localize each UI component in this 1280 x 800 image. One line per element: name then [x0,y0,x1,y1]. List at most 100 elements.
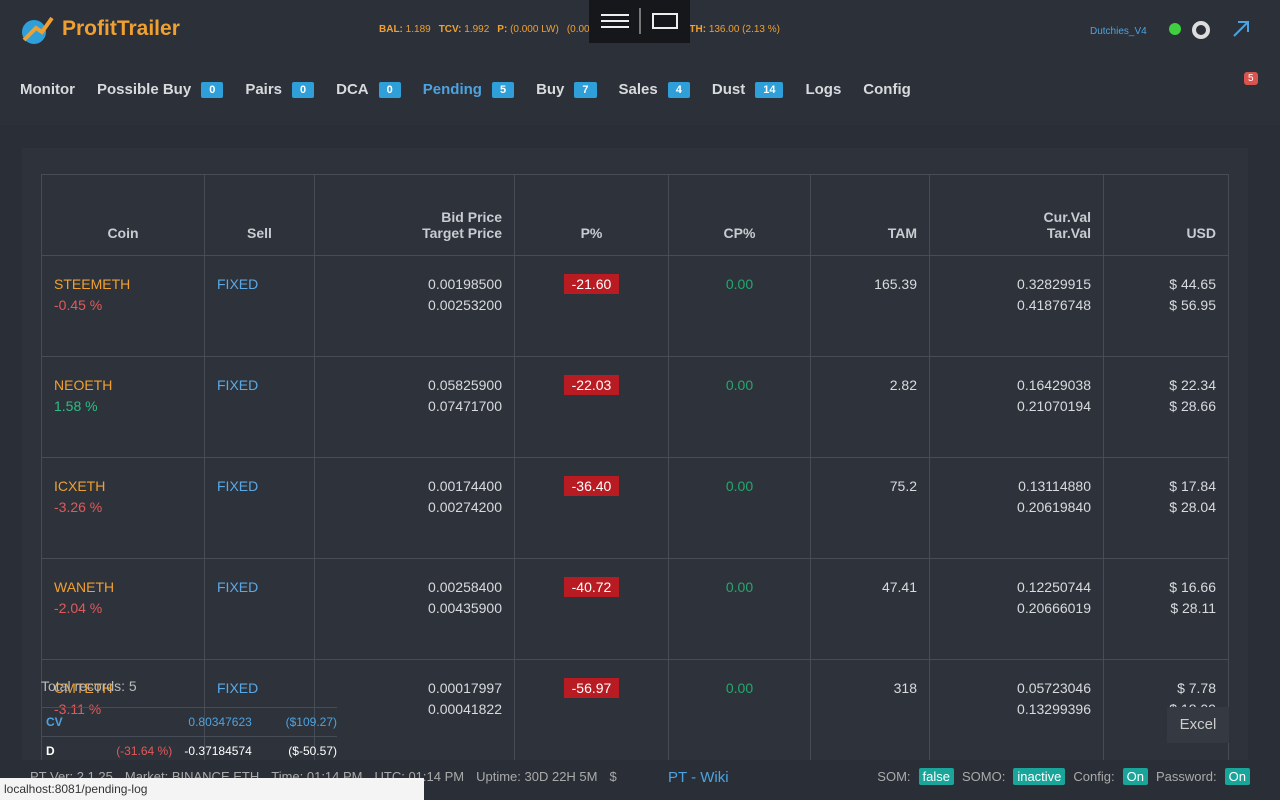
cell: $ 17.84 $ 28.04 [1103,457,1229,559]
header-text: Tar.Val [1046,225,1091,241]
sell-strategy: FIXED [217,579,259,595]
column-header[interactable]: Sell [204,174,315,256]
target-value: 0.20666019 [1017,600,1091,616]
toolbar-popup[interactable] [589,0,690,43]
column-header[interactable]: USD [1103,174,1229,256]
bid-price: 0.00258400 [428,579,502,595]
usd-target: $ 28.04 [1169,499,1216,515]
cell: 0.00 [668,457,811,559]
stat: TCV: 1.992 [439,24,490,35]
summary-cell: D [46,744,55,758]
header-text: Coin [107,225,139,241]
nav-item[interactable]: Possible Buy 0 [97,81,224,98]
nav-item[interactable]: Sales 4 [619,81,690,98]
stat-label: ETH: [682,24,707,35]
table-row: STEEMETH -0.45 % FIXED 0.00198500 0.00253200… [41,255,1229,357]
stat-value: 136.00 (2.13 %) [708,24,780,35]
header-text: TAM [887,225,917,241]
nav-item[interactable]: Monitor [20,81,75,98]
profit-badge: -36.40 [563,476,620,496]
summary-cell: -0.37184574 [184,744,252,758]
summary-cell: 0.80347623 [188,715,252,729]
nav-item[interactable]: Buy 7 [536,81,597,98]
cell: STEEMETH -0.45 % [41,255,205,357]
header-text: CP% [723,225,756,241]
cell: 0.00 [668,356,811,458]
column-header[interactable]: Cur.Val Tar.Val [929,174,1104,256]
wiki-link[interactable]: PT - Wiki [668,769,729,786]
nav-item[interactable]: Pairs 0 [245,81,315,98]
tam: 165.39 [874,276,917,292]
status-item: $ [609,769,617,784]
nav-badge: 5 [491,81,515,98]
stat-value: 1.992 [464,24,490,35]
cell: 165.39 [810,255,930,357]
coin-change: -0.45 % [54,297,103,313]
cell: 0.16429038 0.21070194 [929,356,1104,458]
bid-price: 0.00174400 [428,478,502,494]
sell-strategy: FIXED [217,276,259,292]
cell: 0.00198500 0.00253200 [314,255,515,357]
nav-item[interactable]: Pending 5 [423,81,515,98]
profit-badge: -21.60 [563,274,620,294]
tam: 47.41 [881,579,917,595]
nav-item[interactable]: DCA 0 [336,81,401,98]
summary-row: D (-31.64 %) -0.37184574 ($-50.57) [41,736,337,765]
nav-item[interactable]: Config [863,81,910,98]
url-tooltip: localhost:8081/pending-log [0,778,424,800]
cell: ICXETH -3.26 % [41,457,205,559]
column-header[interactable]: P% [514,174,669,256]
cell: 0.00 [668,659,811,761]
coin: NEOETH [54,377,113,393]
current-value: 0.05723046 [1017,680,1091,696]
sell-strategy: FIXED [217,680,259,696]
nav-badge: 7 [574,81,597,98]
cp-value: 0.00 [725,680,754,696]
stats: BAL: 1.189 TCV: 1.992 P: (0.000 LW) (0.000… [379,24,780,35]
excel-button[interactable]: Excel [1167,707,1229,743]
bid-price: 0.00017997 [428,680,502,696]
nav-label: Config [863,81,911,98]
cell: FIXED [204,255,315,357]
table-row: ICXETH -3.26 % FIXED 0.00174400 0.00274200 -3… [41,457,1229,559]
nav-label: Logs [805,81,842,98]
target-price: 0.00435900 [428,600,502,616]
nav-item[interactable]: Logs [805,81,841,98]
nav-item[interactable]: Dust 14 [712,81,784,98]
target-price: 0.00041822 [428,701,502,717]
nav-label: Buy [536,81,565,98]
notification-badge[interactable]: 5 [1244,72,1258,85]
current-value: 0.13114880 [1018,478,1091,494]
current-value: 0.32829915 [1017,276,1091,292]
cell: 0.12250744 0.20666019 [929,558,1104,660]
nav-label: Monitor [20,81,75,98]
logo [22,16,54,44]
flag-label: SOM: [877,769,911,784]
status-item: Uptime: 30D 22H 5M [476,769,598,784]
user-name[interactable]: Dutchies_V4 [1090,26,1147,37]
column-header[interactable]: TAM [810,174,930,256]
coin-change: -3.11 % [54,701,102,717]
cell: 0.13114880 0.20619840 [929,457,1104,559]
cp-value: 0.00 [725,276,754,292]
summary-cell: CV [46,715,63,729]
column-header[interactable]: CP% [668,174,811,256]
summary-cell: ($-50.57) [288,744,337,758]
usd-current: $ 44.65 [1169,276,1216,292]
nav-label: Pairs [245,81,283,98]
usd-current: $ 22.34 [1169,377,1216,393]
bid-price: 0.00198500 [428,276,502,292]
nav-badge: 0 [292,81,315,98]
usd-target: $ 28.66 [1169,398,1216,414]
table-row: NEOETH 1.58 % FIXED 0.05825900 0.07471700 -22… [41,356,1229,458]
column-header[interactable]: Coin [41,174,205,256]
cell: 75.2 [810,457,930,559]
stat-label: P: [497,24,508,35]
cell: 0.00258400 0.00435900 [314,558,515,660]
flag-label: Password: [1155,769,1217,784]
table-row: WANETH -2.04 % FIXED 0.00258400 0.00435900 -4… [41,558,1229,660]
column-header[interactable]: Bid Price Target Price [314,174,515,256]
header-text: P% [580,225,603,241]
cell: -56.97 [514,659,669,761]
target-value: 0.20619840 [1017,499,1091,515]
